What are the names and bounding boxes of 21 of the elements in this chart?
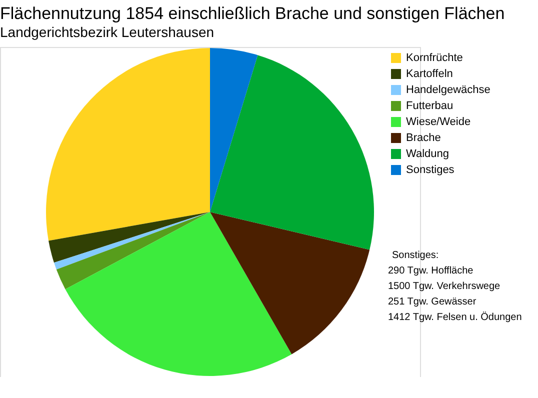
legend-label: Futterbau xyxy=(406,100,454,112)
text: 1412 Tgw. Felsen u. Ödungen xyxy=(388,311,522,323)
text: 1500 Tgw. Verkehrswege xyxy=(388,281,501,292)
legend-label: Sonstiges xyxy=(406,164,455,176)
legend-label: Kornfrüchte xyxy=(406,52,463,64)
legend-label: Brache xyxy=(406,132,441,144)
chart-title: Flächennutzung 1854 einschließlich Brache und sonstigen Flächen xyxy=(0,4,505,23)
pie-slice xyxy=(210,48,258,212)
pie-slice xyxy=(46,48,210,241)
chart-subtitle: Landgerichtsbezirk Leutershausen xyxy=(0,24,214,40)
pie-slice xyxy=(210,212,370,354)
text: 251 Tgw. Gewässer xyxy=(388,296,477,308)
pie-slice xyxy=(210,55,374,250)
legend-label: Wiese/Weide xyxy=(406,116,471,128)
text: 290 Tgw. Hoffläche xyxy=(388,266,474,276)
pie-slice xyxy=(56,212,210,290)
legend-label: Kartoffeln xyxy=(406,68,453,80)
pie-slice xyxy=(65,212,292,376)
text: Sonstiges: xyxy=(392,250,439,261)
legend-label: Handelgewächse xyxy=(406,84,490,96)
legend-label: Waldung xyxy=(406,148,450,160)
